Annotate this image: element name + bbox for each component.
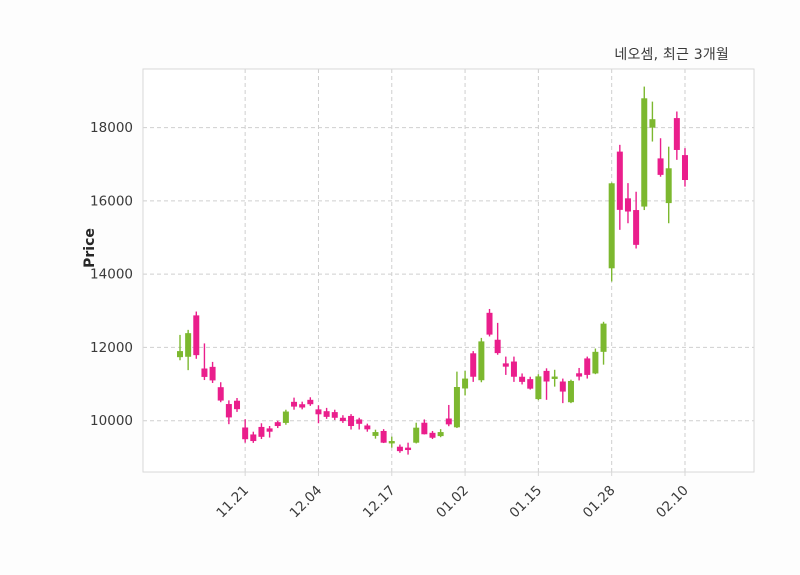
candle-body-down xyxy=(470,353,477,377)
candle-body-up xyxy=(388,441,395,444)
candle-body-up xyxy=(462,378,469,389)
candle-body-down xyxy=(616,151,623,210)
candle-body-down xyxy=(323,411,330,417)
candle-body-up xyxy=(592,351,599,374)
candle-body-down xyxy=(486,312,493,335)
candle-body-down xyxy=(527,379,534,389)
candle-body-down xyxy=(201,368,208,377)
candle-body-down xyxy=(494,339,501,354)
candle-body-up xyxy=(600,323,607,352)
candle-body-down xyxy=(421,422,428,435)
candle-body-down xyxy=(299,404,306,408)
candle-body-up xyxy=(437,432,444,437)
candle-body-down xyxy=(258,426,265,437)
candle-body-down xyxy=(673,118,680,150)
y-axis-label: Price xyxy=(82,228,98,268)
candle-body-up xyxy=(551,376,558,379)
candle-body-down xyxy=(657,158,664,175)
candle-body-up xyxy=(535,376,542,400)
y-tick-label: 14000 xyxy=(90,267,133,283)
x-tick-label: 01.02 xyxy=(433,483,472,522)
candle-body-down xyxy=(217,387,224,401)
candle-body-down xyxy=(209,366,216,381)
chart-title: 네오셈, 최근 3개월 xyxy=(614,47,729,63)
y-tick-label: 18000 xyxy=(90,120,133,136)
candle-body-up xyxy=(665,168,672,204)
candle-body-down xyxy=(380,430,387,443)
candle-body-up xyxy=(282,411,289,423)
candle-body-down xyxy=(348,415,355,427)
candle-body-up xyxy=(413,427,420,443)
candle-body-up xyxy=(372,432,379,436)
y-tick-label: 16000 xyxy=(90,193,133,209)
x-tick-label: 01.15 xyxy=(507,483,546,522)
candle-body-down xyxy=(364,425,371,430)
candle-body-down xyxy=(193,315,200,356)
candle-body-up xyxy=(608,183,615,269)
y-tick-label: 12000 xyxy=(90,340,133,356)
candle-body-down xyxy=(405,447,412,451)
candle-body-down xyxy=(519,376,526,382)
candle-body-down xyxy=(274,422,281,427)
candle-body-down xyxy=(559,381,566,392)
candle-body-down xyxy=(250,434,257,442)
candle-body-down xyxy=(339,417,346,422)
candle-body-down xyxy=(234,400,241,410)
candle-body-down xyxy=(356,419,363,424)
x-tick-label: 02.10 xyxy=(653,483,692,522)
candle-body-up xyxy=(185,333,192,357)
candle-body-down xyxy=(543,370,550,382)
candle-body-up xyxy=(478,341,485,381)
candle-body-down xyxy=(584,358,591,375)
candle-body-up xyxy=(453,387,460,428)
candle-body-down xyxy=(315,409,322,415)
candle-body-down xyxy=(291,401,298,407)
x-tick-label: 01.28 xyxy=(580,483,619,522)
candle-body-down xyxy=(502,363,509,367)
candle-body-down xyxy=(331,412,338,418)
candle-body-down xyxy=(510,361,517,377)
candle-body-up xyxy=(649,119,656,128)
candle-body-down xyxy=(624,198,631,212)
candle-body-down xyxy=(242,427,249,440)
candle-body-down xyxy=(225,404,232,418)
candle-body-down xyxy=(576,373,583,377)
x-tick-label: 12.04 xyxy=(287,483,326,522)
candle-body-down xyxy=(681,155,688,181)
candle-body-down xyxy=(429,432,436,438)
candle-body-down xyxy=(266,428,273,432)
x-tick-label: 11.21 xyxy=(213,483,252,522)
candle-body-down xyxy=(445,418,452,425)
candle-body-down xyxy=(396,446,403,452)
candle-body-down xyxy=(633,210,640,245)
candle-body-up xyxy=(567,380,574,403)
candle-body-up xyxy=(641,98,648,207)
y-tick-label: 10000 xyxy=(90,413,133,429)
candle-body-down xyxy=(307,399,314,405)
x-tick-label: 12.17 xyxy=(360,483,399,522)
candle-body-up xyxy=(177,351,183,358)
plot-border xyxy=(142,68,755,473)
